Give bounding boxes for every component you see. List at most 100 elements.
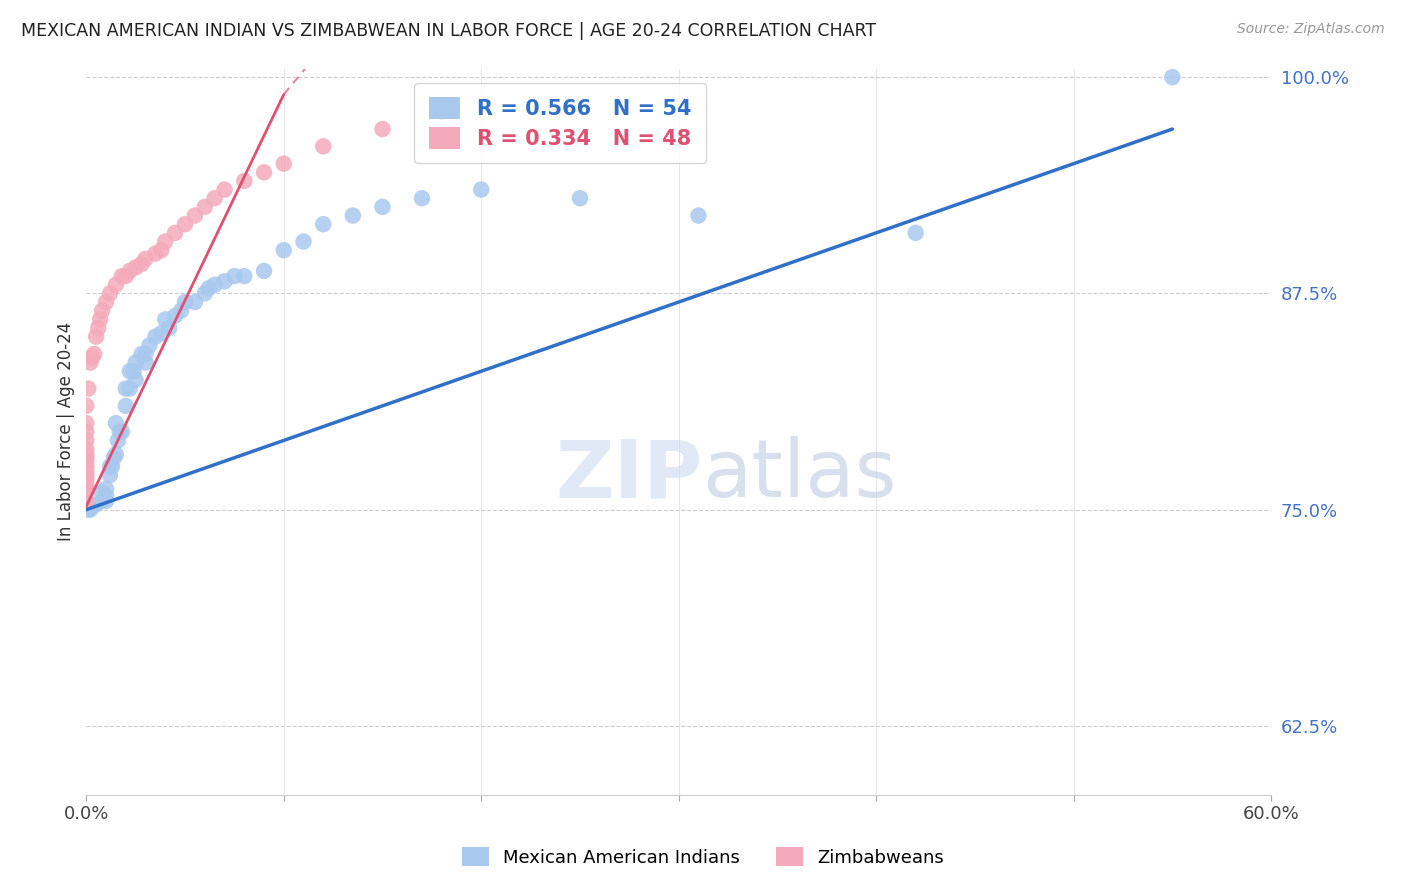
Point <box>101 459 124 474</box>
Point <box>371 122 394 136</box>
Point <box>157 321 180 335</box>
Point <box>194 200 217 214</box>
Point <box>75 468 97 483</box>
Point <box>155 312 177 326</box>
Point <box>104 447 127 461</box>
Point <box>430 104 453 119</box>
Point <box>150 243 173 257</box>
Point <box>94 494 117 508</box>
Point <box>79 355 101 369</box>
Point <box>75 447 97 461</box>
Point <box>77 382 100 396</box>
Point <box>411 191 433 205</box>
Point <box>114 382 136 396</box>
Point <box>75 434 97 448</box>
Point <box>91 485 114 500</box>
Point <box>184 209 207 223</box>
Point <box>273 156 295 170</box>
Point <box>75 494 97 508</box>
Point <box>688 209 710 223</box>
Point <box>79 502 101 516</box>
Point <box>75 450 97 465</box>
Point <box>114 269 136 284</box>
Point <box>312 139 335 153</box>
Point <box>89 312 111 326</box>
Point <box>75 459 97 474</box>
Point <box>224 269 246 284</box>
Point <box>104 277 127 292</box>
Point <box>124 355 146 369</box>
Y-axis label: In Labor Force | Age 20-24: In Labor Force | Age 20-24 <box>58 322 75 541</box>
Point <box>253 165 276 179</box>
Point <box>75 465 97 479</box>
Point <box>94 482 117 496</box>
Point <box>197 281 219 295</box>
Point <box>75 454 97 468</box>
Point <box>75 425 97 439</box>
Point <box>371 200 394 214</box>
Point <box>904 226 927 240</box>
Point <box>174 295 197 310</box>
Point <box>233 269 256 284</box>
Point <box>135 355 157 369</box>
Point <box>273 243 295 257</box>
Point <box>568 191 591 205</box>
Point <box>170 303 193 318</box>
Point <box>82 351 104 365</box>
Point <box>111 425 134 439</box>
Point <box>233 174 256 188</box>
Point <box>135 252 157 266</box>
Point <box>204 191 226 205</box>
Point <box>91 303 114 318</box>
Point <box>84 498 107 512</box>
Point <box>165 309 187 323</box>
Point <box>1161 70 1184 85</box>
Point <box>145 329 167 343</box>
Point <box>114 399 136 413</box>
Point <box>108 425 131 439</box>
Point <box>145 246 167 260</box>
Point <box>184 295 207 310</box>
Point <box>155 235 177 249</box>
Point <box>75 471 97 485</box>
Point <box>118 264 141 278</box>
Point <box>135 347 157 361</box>
Point <box>83 347 105 361</box>
Point <box>98 468 121 483</box>
Point <box>75 416 97 430</box>
Point <box>138 338 160 352</box>
Point <box>75 399 97 413</box>
Point <box>150 326 173 341</box>
Point <box>104 416 127 430</box>
Point <box>75 485 97 500</box>
Point <box>204 277 226 292</box>
Legend: R = 0.566   N = 54, R = 0.334   N = 48: R = 0.566 N = 54, R = 0.334 N = 48 <box>415 83 706 163</box>
Text: MEXICAN AMERICAN INDIAN VS ZIMBABWEAN IN LABOR FORCE | AGE 20-24 CORRELATION CHA: MEXICAN AMERICAN INDIAN VS ZIMBABWEAN IN… <box>21 22 876 40</box>
Point <box>253 264 276 278</box>
Point <box>75 442 97 456</box>
Point <box>165 226 187 240</box>
Point <box>103 450 125 465</box>
Point <box>94 295 117 310</box>
Point <box>111 269 134 284</box>
Point <box>342 209 364 223</box>
Point <box>77 502 100 516</box>
Point <box>131 347 153 361</box>
Point <box>118 382 141 396</box>
Text: atlas: atlas <box>703 436 897 515</box>
Text: ZIP: ZIP <box>555 436 703 515</box>
Point <box>98 286 121 301</box>
Point <box>118 364 141 378</box>
Point <box>75 476 97 491</box>
Point <box>312 217 335 231</box>
Point <box>470 183 492 197</box>
Point <box>131 257 153 271</box>
Point <box>214 274 236 288</box>
Point <box>98 459 121 474</box>
Point <box>174 217 197 231</box>
Point <box>124 373 146 387</box>
Point <box>75 482 97 496</box>
Point <box>214 183 236 197</box>
Point <box>94 489 117 503</box>
Point <box>194 286 217 301</box>
